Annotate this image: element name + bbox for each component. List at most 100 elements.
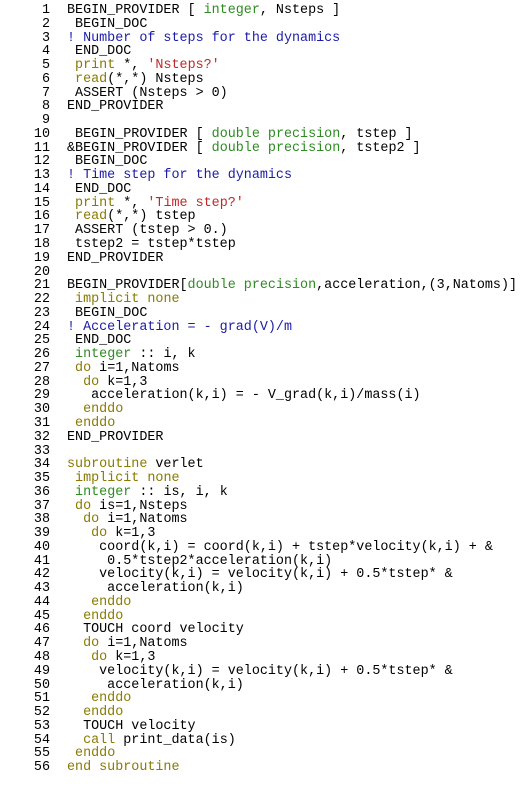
code-text: BEGIN_PROVIDER [ integer, Nsteps ]	[67, 4, 340, 18]
code-text: do i=1,Natoms	[67, 512, 188, 528]
code-line: 26 integer :: i, k	[0, 348, 530, 362]
code-text: TOUCH coord velocity	[67, 623, 244, 637]
code-token	[67, 416, 75, 431]
code-text: enddo	[67, 609, 123, 624]
line-number: 37	[33, 498, 50, 514]
code-token: do	[83, 512, 100, 528]
code-token: ASSERT (Nsteps > 0)	[67, 85, 228, 101]
code-token	[67, 72, 75, 87]
code-text: ! Time step for the dynamics	[67, 169, 292, 183]
line-number: 34	[33, 457, 50, 473]
line-number: 18	[33, 237, 50, 253]
code-token: enddo	[91, 594, 132, 610]
code-line: 51 enddo	[0, 692, 530, 706]
code-token: verlet	[147, 457, 204, 473]
code-token: END_PROVIDER	[67, 429, 164, 445]
line-number: 1	[41, 3, 50, 18]
code-text: integer :: is, i, k	[67, 485, 228, 500]
code-token	[67, 512, 83, 527]
code-token: BEGIN_PROVIDER[	[67, 278, 188, 294]
line-number: 40	[33, 539, 50, 555]
code-line: 50 acceleration(k,i)	[0, 678, 530, 693]
line-number: 16	[33, 209, 50, 225]
code-text: call print_data(is)	[67, 732, 236, 748]
code-token: coord(k,i) = coord(k,i) + tstep*velocity…	[67, 539, 493, 555]
code-token: END_DOC	[67, 44, 132, 60]
code-line: 16 read(*,*) tstep	[0, 210, 530, 224]
code-token: ! Acceleration = - grad(V)/m	[67, 319, 292, 335]
line-number: 19	[33, 250, 50, 266]
line-number: 14	[33, 181, 50, 197]
code-line: 40 coord(k,i) = coord(k,i) + tstep*veloc…	[0, 539, 530, 555]
code-token: 0.5*tstep2*acceleration(k,i)	[67, 553, 333, 569]
code-token	[67, 347, 75, 362]
code-line: 48 do k=1,3	[0, 651, 530, 665]
code-token: k=1,3	[99, 374, 148, 390]
line-number: 30	[33, 402, 50, 418]
code-token: END_PROVIDER	[67, 99, 164, 115]
code-token	[67, 375, 83, 390]
line-number: 20	[33, 264, 50, 280]
code-text: acceleration(k,i)	[67, 582, 244, 596]
line-number: 10	[33, 126, 50, 142]
code-text: END_PROVIDER	[67, 429, 164, 445]
code-line: 29 acceleration(k,i) = - V_grad(k,i)/mas…	[0, 389, 530, 403]
code-line: 54 call print_data(is)	[0, 732, 530, 748]
code-token: tstep2 = tstep*tstep	[67, 237, 236, 253]
code-token: , tstep ]	[340, 126, 413, 142]
code-text: &BEGIN_PROVIDER [ double precision, tste…	[67, 141, 421, 156]
code-text: enddo	[67, 692, 131, 706]
line-number: 48	[33, 649, 50, 665]
code-text: acceleration(k,i) = - V_grad(k,i)/mass(i…	[67, 388, 421, 404]
code-text: integer :: i, k	[67, 348, 196, 362]
line-number: 45	[33, 608, 50, 624]
code-text: END_PROVIDER	[67, 250, 164, 266]
line-number: 35	[33, 471, 50, 487]
line-number: 3	[41, 30, 50, 46]
line-number: 42	[33, 567, 50, 583]
line-number: 51	[33, 691, 50, 707]
code-text: END_DOC	[67, 45, 131, 59]
code-token: do	[91, 526, 108, 542]
code-token: enddo	[91, 691, 132, 707]
line-number: 21	[33, 278, 50, 294]
line-number: 27	[33, 360, 50, 376]
code-line: 10 BEGIN_PROVIDER [ double precision, ts…	[0, 128, 530, 142]
code-text: do is=1,Nsteps	[67, 498, 188, 514]
code-text: print *, 'Nsteps?'	[67, 59, 220, 73]
code-text: coord(k,i) = coord(k,i) + tstep*velocity…	[67, 539, 493, 555]
code-line: 47 do i=1,Natoms	[0, 637, 530, 651]
code-token: END_PROVIDER	[67, 250, 164, 266]
line-number: 36	[33, 484, 50, 500]
code-token: enddo	[83, 705, 124, 721]
code-line: 42 velocity(k,i) = velocity(k,i) + 0.5*t…	[0, 568, 530, 582]
code-token: :: i, k	[131, 347, 196, 363]
line-number: 6	[41, 71, 50, 87]
code-text: enddo	[67, 403, 123, 417]
code-token	[67, 609, 83, 624]
code-token: acceleration(k,i) = - V_grad(k,i)/mass(i…	[67, 388, 421, 404]
code-token	[67, 292, 75, 307]
code-token	[67, 650, 91, 665]
code-text: subroutine verlet	[67, 458, 204, 472]
code-token: do	[75, 498, 92, 514]
code-token: print_data(is)	[115, 732, 236, 748]
code-token: i=1,Natoms	[99, 512, 188, 528]
code-text: END_DOC	[67, 334, 131, 348]
code-text: velocity(k,i) = velocity(k,i) + 0.5*tste…	[67, 663, 453, 679]
code-text: tstep2 = tstep*tstep	[67, 238, 236, 252]
code-token: BEGIN_DOC	[67, 16, 148, 32]
code-text: do i=1,Natoms	[67, 362, 179, 376]
line-number: 7	[41, 85, 50, 101]
code-token: print	[75, 58, 116, 74]
code-token	[67, 733, 83, 748]
line-number: 32	[33, 429, 50, 445]
code-line: 14 END_DOC	[0, 183, 530, 197]
code-token: do	[83, 374, 100, 390]
line-number: 23	[33, 305, 50, 321]
code-token: integer	[75, 347, 132, 363]
code-text: acceleration(k,i)	[67, 678, 244, 693]
code-line: 12 BEGIN_DOC	[0, 155, 530, 169]
code-token: velocity(k,i) = velocity(k,i) + 0.5*tste…	[67, 663, 453, 679]
code-line: 19 END_PROVIDER	[0, 250, 530, 266]
